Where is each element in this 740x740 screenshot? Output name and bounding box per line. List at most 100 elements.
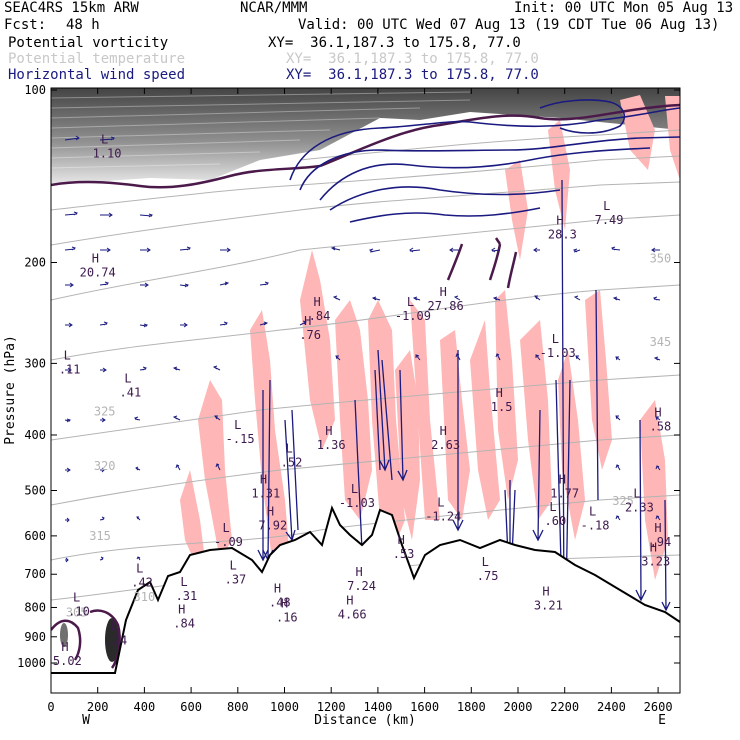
x-axis-left-end: W (82, 713, 90, 728)
extrema-type-label: H (556, 213, 563, 227)
extrema-value-label: 4.66 (338, 608, 367, 622)
legend-theta-name: Potential temperature (8, 51, 186, 67)
extrema-type-label: H (178, 602, 185, 616)
extrema-type-label: H (650, 540, 657, 554)
extrema-type-label: H (314, 295, 321, 309)
extrema-value-label: .37 (225, 572, 247, 586)
legend-pv-xy: XY= 36.1,187.3 to 175.8, 77.0 (268, 35, 521, 51)
y-tick-label: 200 (24, 255, 46, 269)
x-tick-label: 0 (47, 700, 54, 714)
stratosphere-streaks (51, 91, 471, 169)
extrema-type-label: L (351, 482, 358, 496)
model-title: SEAC4RS 15km ARW (4, 0, 139, 16)
x-tick-label: 1800 (457, 700, 486, 714)
extrema-type-label: H (325, 424, 332, 438)
extrema-value-label: 3.21 (534, 598, 563, 612)
extrema-value-label: .76 (299, 328, 321, 342)
x-tick-label: 400 (134, 700, 156, 714)
wind-speed-contours (289, 99, 680, 223)
theta-contour-label: 345 (650, 335, 672, 349)
extrema-value-label: -1.24 (425, 510, 461, 524)
y-tick-label: 1000 (17, 656, 46, 670)
extrema-value-label: .48 (269, 595, 291, 609)
extrema-type-label: H (559, 472, 566, 486)
legend-theta-xy: XY= 36.1,187.3 to 175.8, 77.0 (286, 51, 539, 67)
y-tick-label: 800 (24, 600, 46, 614)
extrema-type-label: L (180, 575, 187, 589)
extrema-type-label: H (542, 584, 549, 598)
y-tick-label: 400 (24, 428, 46, 442)
extrema-type-label: H (398, 533, 405, 547)
x-axis-right-end: E (658, 713, 666, 728)
theta-contour-label: 320 (94, 459, 116, 473)
y-tick-label: 900 (24, 630, 46, 644)
extrema-value-label: 1.5 (491, 400, 513, 414)
extrema-value-label: -.18 (581, 518, 610, 532)
x-tick-label: 1600 (410, 700, 439, 714)
theta-labels: 325 320 315 310 305 345 350 325 (66, 251, 671, 619)
extrema-type-label: L (633, 487, 640, 501)
pv-fill-regions (180, 95, 680, 580)
x-tick-label: 800 (227, 700, 249, 714)
pv-shading-blob (60, 623, 68, 647)
extrema-value-label: -1.09 (395, 309, 431, 323)
theta-contour-label: 310 (134, 590, 156, 604)
extrema-type-label: L (136, 562, 143, 576)
extrema-value-label: 27.86 (428, 299, 464, 313)
extrema-value-label: .31 (176, 589, 198, 603)
extrema-value-label: 20.74 (80, 266, 116, 280)
extrema-type-label: L (552, 332, 559, 346)
y-tick-label: 100 (24, 83, 46, 97)
extrema-value-label: 7.49 (595, 213, 624, 227)
extrema-type-label: H (440, 424, 447, 438)
x-tick-label: 2200 (550, 700, 579, 714)
theta-contour-label: 315 (89, 529, 111, 543)
extrema-type-label: L (549, 500, 556, 514)
extrema-value-label: .42 (131, 576, 153, 590)
x-tick-label: 200 (87, 700, 109, 714)
extrema-value-label: -1.03 (540, 346, 576, 360)
y-tick-label: 300 (24, 356, 46, 370)
x-tick-label: 2400 (597, 700, 626, 714)
theta-contour-label: 325 (612, 494, 634, 508)
wind-vectors (64, 135, 661, 563)
extrema-type-label: H (304, 314, 311, 328)
extrema-type-label: H (267, 504, 274, 518)
pv-contours (51, 103, 680, 669)
extrema-type-label: H (346, 594, 353, 608)
extrema-type-label: H (356, 565, 363, 579)
extrema-value-label: .16 (276, 611, 298, 625)
extrema-type-label: L (589, 504, 596, 518)
extrema-type-label: H (440, 285, 447, 299)
extrema-value-label: 2.33 (625, 501, 654, 515)
extrema-value-label: .52 (281, 455, 303, 469)
extrema-type-label: L (603, 199, 610, 213)
extrema-value-label: .75 (477, 569, 499, 583)
extrema-value-label: .10 (68, 605, 90, 619)
extrema-value-label: -.09 (214, 535, 243, 549)
theta-contour-label: 350 (650, 251, 672, 265)
y-axis: 100 200 300 400 500 600 700 800 900 1000 (17, 83, 680, 670)
extrema-type-label: L (110, 619, 117, 633)
extrema-value-label: 1.77 (550, 486, 579, 500)
extrema-value-label: .11 (59, 363, 81, 377)
extrema-type-label: L (407, 295, 414, 309)
extrema-type-label: L (101, 132, 108, 146)
extrema-value-label: .84 (309, 309, 331, 323)
extrema-value-label: 1.36 (317, 438, 346, 452)
terrain-line (51, 505, 680, 674)
extrema-value-label: .24 (106, 633, 128, 647)
extrema-type-label: L (286, 441, 293, 455)
extrema-value-label: -1.03 (339, 496, 375, 510)
valid-time: Valid: 00 UTC Wed 07 Aug 13 (19 CDT Tue … (298, 17, 720, 33)
extrema-value-label: .58 (650, 420, 672, 434)
x-tick-label: 1200 (317, 700, 346, 714)
extrema-type-label: L (482, 555, 489, 569)
extrema-value-label: .41 (120, 386, 142, 400)
extrema-type-label: H (92, 252, 99, 266)
pv-shading-blob (105, 618, 119, 662)
init-time: Init: 00 UTC Mon 05 Aug 13 (514, 0, 734, 16)
extrema-type-label: L (222, 521, 229, 535)
fcst-label: Fcst: (4, 17, 47, 33)
